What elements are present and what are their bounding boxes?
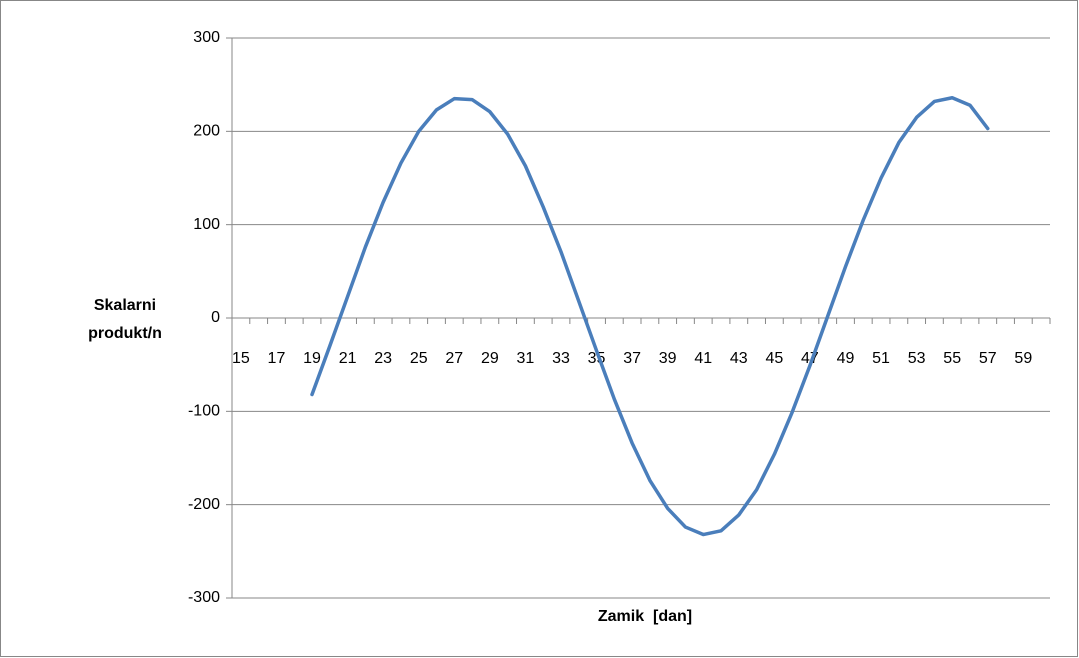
x-tick-label: 21 bbox=[339, 350, 357, 367]
x-tick-label: 23 bbox=[374, 350, 392, 367]
y-tick-label: -300 bbox=[188, 589, 220, 606]
y-axis-label: Skalarni produkt/n bbox=[88, 297, 162, 342]
y-tick-label: 300 bbox=[193, 29, 220, 46]
x-tick-label: 49 bbox=[837, 350, 855, 367]
y-tick-label: -200 bbox=[188, 496, 220, 513]
x-tick-label: 53 bbox=[908, 350, 926, 367]
y-tick-label: 0 bbox=[211, 309, 220, 326]
y-tick-label: 100 bbox=[193, 216, 220, 233]
x-tick-label: 43 bbox=[730, 350, 748, 367]
x-tick-label: 59 bbox=[1014, 350, 1032, 367]
x-tick-label: 19 bbox=[303, 350, 321, 367]
x-tick-label: 37 bbox=[623, 350, 641, 367]
x-axis-label: Zamik [dan] bbox=[597, 608, 693, 625]
x-tick-label: 25 bbox=[410, 350, 428, 367]
y-tick-label: -100 bbox=[188, 403, 220, 420]
x-tick-label: 33 bbox=[552, 350, 570, 367]
x-tick-label: 57 bbox=[979, 350, 997, 367]
x-tick-label: 15 bbox=[232, 350, 250, 367]
x-tick-label: 45 bbox=[765, 350, 783, 367]
x-tick-label: 31 bbox=[517, 350, 535, 367]
x-tick-label: 39 bbox=[659, 350, 677, 367]
x-tick-label: 27 bbox=[445, 350, 463, 367]
data-line bbox=[310, 95, 990, 537]
y-tick-label: 200 bbox=[193, 123, 220, 140]
x-tick-label: 29 bbox=[481, 350, 499, 367]
x-tick-label: 41 bbox=[694, 350, 712, 367]
x-tick-label: 17 bbox=[268, 350, 286, 367]
x-tick-label: 51 bbox=[872, 350, 890, 367]
x-tick-label: 55 bbox=[943, 350, 961, 367]
